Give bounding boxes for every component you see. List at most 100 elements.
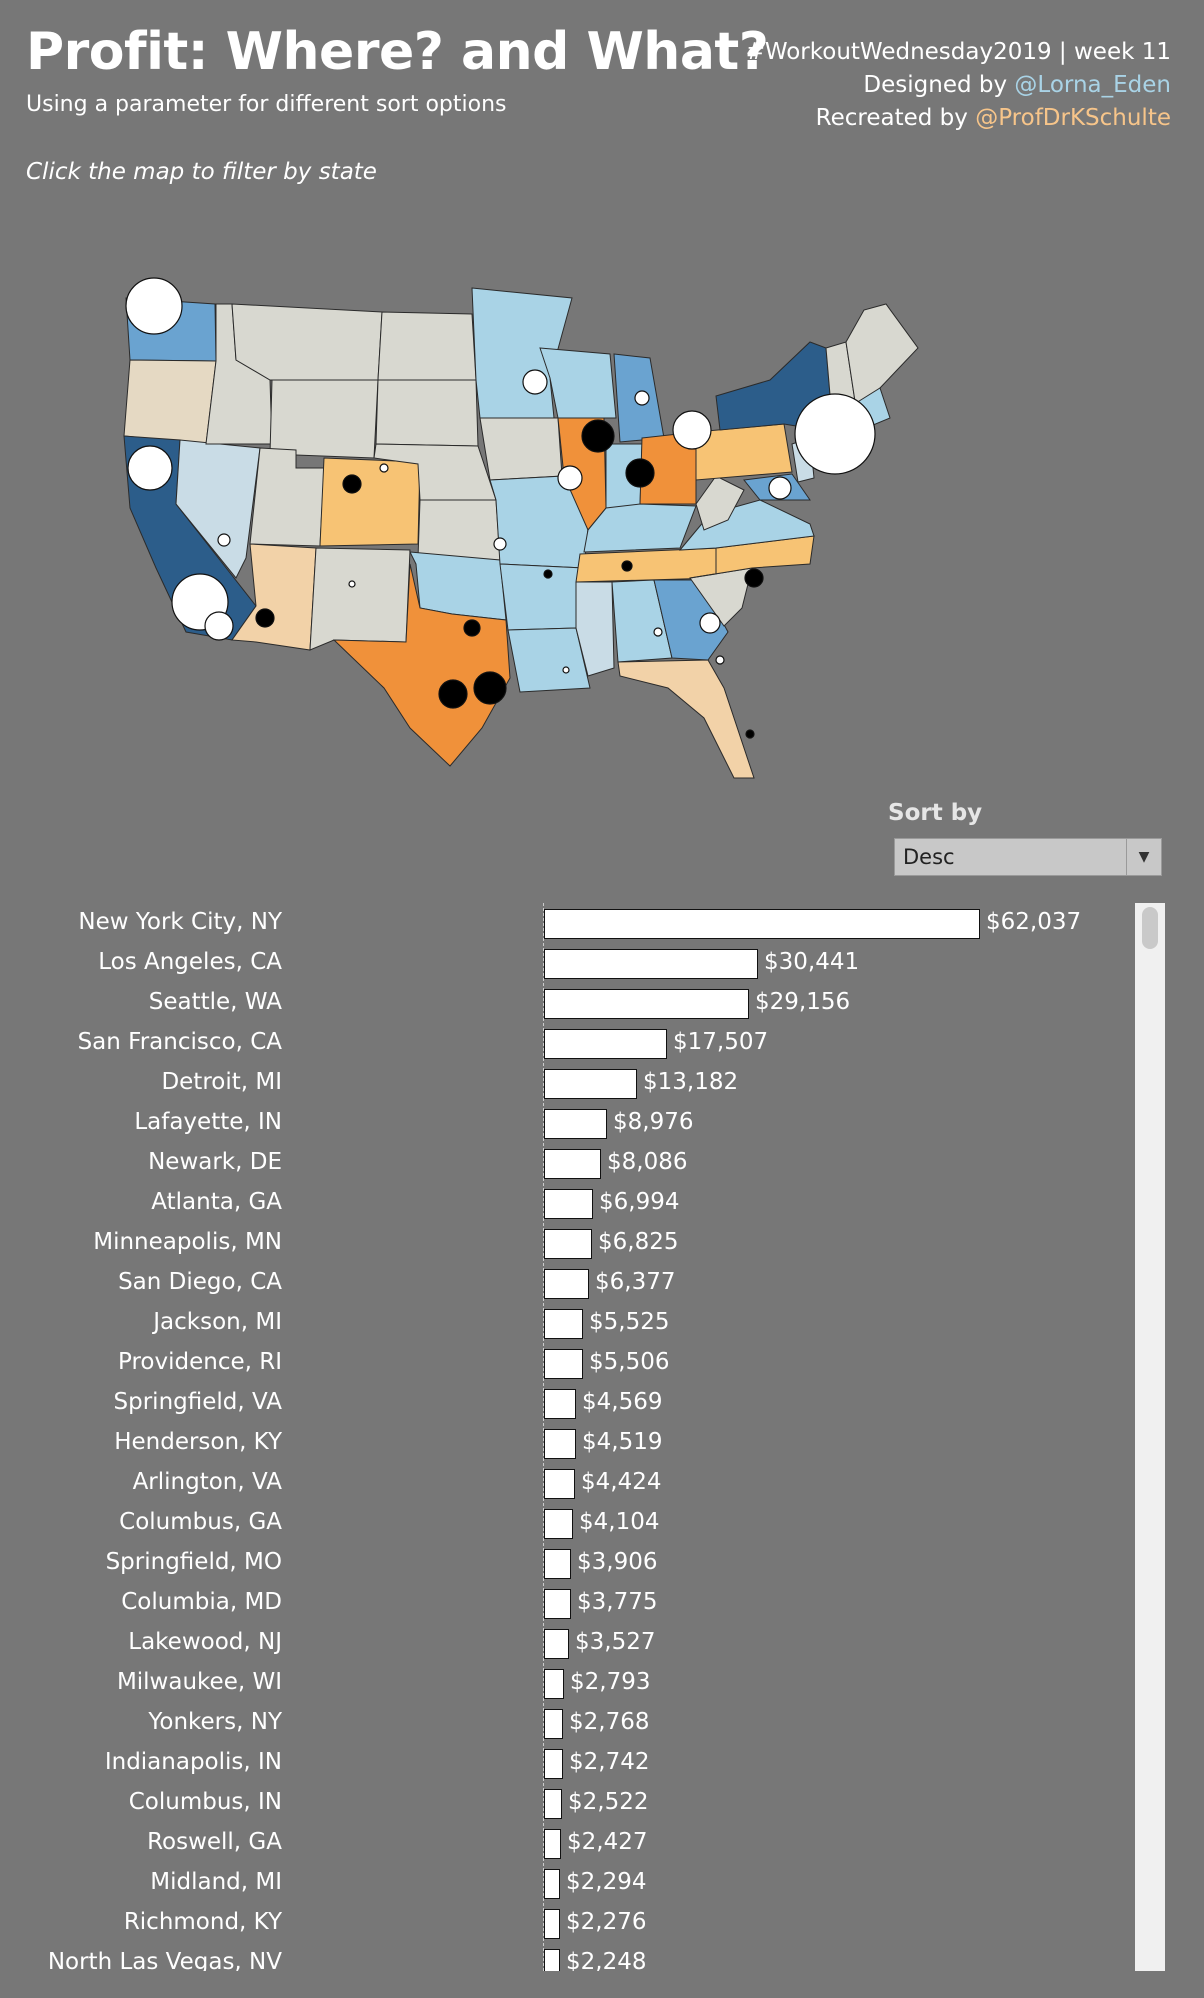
bar-value-label: $4,519 — [582, 1429, 663, 1455]
city-marker-midland — [715, 655, 725, 665]
profit-bar[interactable] — [544, 1629, 569, 1659]
profit-bar[interactable] — [544, 1069, 637, 1099]
bar-city-label: Columbus, IN — [128, 1789, 282, 1815]
bar-city-label: Columbus, GA — [119, 1509, 282, 1535]
bar-row[interactable]: Richmond, KY $2,276 — [0, 1903, 1150, 1943]
bar-city-label: Milwaukee, WI — [116, 1669, 282, 1695]
profit-bar[interactable] — [544, 1469, 575, 1499]
bar-city-label: Henderson, KY — [114, 1429, 282, 1455]
scrollbar[interactable] — [1135, 903, 1165, 1971]
bar-row[interactable]: Providence, RI $5,506 — [0, 1343, 1150, 1383]
profit-bar[interactable] — [544, 1349, 583, 1379]
bar-row[interactable]: Indianapolis, IN $2,742 — [0, 1743, 1150, 1783]
sort-dropdown-value[interactable]: Desc — [903, 845, 955, 869]
bar-row[interactable]: Atlanta, GA $6,994 — [0, 1183, 1150, 1223]
bar-row[interactable]: Henderson, KY $4,519 — [0, 1423, 1150, 1463]
bar-value-label: $62,037 — [986, 909, 1082, 935]
profit-bar[interactable] — [544, 949, 758, 979]
bar-row[interactable]: San Francisco, CA $17,507 — [0, 1023, 1150, 1063]
bar-row[interactable]: Columbus, GA $4,104 — [0, 1503, 1150, 1543]
bar-row[interactable]: Arlington, VA $4,424 — [0, 1463, 1150, 1503]
profit-bar[interactable] — [544, 1109, 607, 1139]
bar-row[interactable]: Milwaukee, WI $2,793 — [0, 1663, 1150, 1703]
state-shapes[interactable] — [123, 287, 919, 779]
profit-bar[interactable] — [544, 1509, 573, 1539]
bar-value-label: $17,507 — [673, 1029, 769, 1055]
city-marker-detroit — [672, 410, 712, 450]
city-marker-denver — [342, 474, 362, 494]
profit-bar[interactable] — [544, 1749, 563, 1779]
profit-bar[interactable] — [544, 1829, 561, 1859]
bar-city-label: San Francisco, CA — [77, 1029, 282, 1055]
bar-row[interactable]: Detroit, MI $13,182 — [0, 1063, 1150, 1103]
bar-row[interactable]: Columbia, MD $3,775 — [0, 1583, 1150, 1623]
scroll-thumb[interactable] — [1142, 907, 1158, 949]
city-marker-nashville — [621, 560, 633, 572]
profit-bar[interactable] — [544, 909, 980, 939]
bar-row[interactable]: Columbus, IN $2,522 — [0, 1783, 1150, 1823]
profit-bar[interactable] — [544, 1549, 571, 1579]
profit-bar[interactable] — [544, 1389, 576, 1419]
bar-value-label: $4,424 — [581, 1469, 662, 1495]
profit-bar[interactable] — [544, 1309, 583, 1339]
bar-row[interactable]: Roswell, GA $2,427 — [0, 1823, 1150, 1863]
profit-bar[interactable] — [544, 1709, 563, 1739]
profit-bar[interactable] — [544, 1149, 601, 1179]
bar-row[interactable]: Seattle, WA $29,156 — [0, 983, 1150, 1023]
bar-row[interactable]: North Las Vegas, NV $2,248 — [0, 1943, 1150, 1971]
credit-designed: Designed by @Lorna_Eden — [863, 72, 1171, 98]
bar-value-label: $2,768 — [569, 1709, 650, 1735]
state-MS — [575, 581, 615, 677]
chevron-down-icon[interactable]: ▼ — [1126, 839, 1161, 875]
bar-city-label: Richmond, KY — [123, 1909, 282, 1935]
recreator-link[interactable]: @ProfDrKSchulte — [975, 105, 1171, 131]
city-marker-jacksonville — [745, 729, 755, 739]
bar-row[interactable]: Springfield, MO $3,906 — [0, 1543, 1150, 1583]
bar-value-label: $2,248 — [566, 1949, 647, 1971]
profit-bar[interactable] — [544, 1189, 593, 1219]
bar-row[interactable]: Midland, MI $2,294 — [0, 1863, 1150, 1903]
profit-bar[interactable] — [544, 1589, 571, 1619]
profit-bar[interactable] — [544, 1269, 589, 1299]
bar-row[interactable]: Yonkers, NY $2,768 — [0, 1703, 1150, 1743]
profit-bar[interactable] — [544, 1949, 560, 1971]
bar-value-label: $4,569 — [582, 1389, 663, 1415]
us-profit-map[interactable] — [120, 268, 1060, 788]
bar-value-label: $3,906 — [577, 1549, 658, 1575]
bar-row[interactable]: Minneapolis, MN $6,825 — [0, 1223, 1150, 1263]
bar-row[interactable]: Los Angeles, CA $30,441 — [0, 943, 1150, 983]
bar-row[interactable]: New York City, NY $62,037 — [0, 903, 1150, 943]
bar-city-label: Arlington, VA — [132, 1469, 282, 1495]
profit-bar-chart[interactable]: New York City, NY $62,037 Los Angeles, CA $… — [0, 903, 1204, 1971]
city-marker-new-york — [794, 393, 876, 475]
profit-bar[interactable] — [544, 1789, 562, 1819]
profit-bar[interactable] — [544, 1029, 667, 1059]
city-markers[interactable] — [125, 277, 876, 739]
bar-row[interactable]: Springfield, VA $4,569 — [0, 1383, 1150, 1423]
bar-row[interactable]: Jackson, MI $5,525 — [0, 1303, 1150, 1343]
state-AR — [499, 563, 585, 631]
city-marker-lakewood — [379, 463, 389, 473]
bar-city-label: Minneapolis, MN — [93, 1229, 282, 1255]
us-map-svg[interactable] — [120, 268, 1060, 788]
city-marker-philadelphia — [581, 419, 615, 453]
profit-bar[interactable] — [544, 1429, 576, 1459]
profit-bar[interactable] — [544, 1869, 560, 1899]
state-TX — [332, 563, 511, 767]
state-UT — [249, 447, 325, 547]
bar-city-label: Yonkers, NY — [148, 1709, 282, 1735]
profit-bar[interactable] — [544, 1229, 592, 1259]
sort-dropdown[interactable]: Desc ▼ — [894, 838, 1162, 876]
designer-link[interactable]: @Lorna_Eden — [1014, 72, 1171, 98]
profit-bar[interactable] — [544, 1669, 564, 1699]
bar-city-label: San Diego, CA — [118, 1269, 282, 1295]
bar-row[interactable]: Lafayette, IN $8,976 — [0, 1103, 1150, 1143]
state-ND — [377, 311, 477, 381]
bar-row[interactable]: Lakewood, NJ $3,527 — [0, 1623, 1150, 1663]
bar-row[interactable]: San Diego, CA $6,377 — [0, 1263, 1150, 1303]
bar-row[interactable]: Newark, DE $8,086 — [0, 1143, 1150, 1183]
bar-value-label: $13,182 — [643, 1069, 739, 1095]
profit-bar[interactable] — [544, 989, 749, 1019]
bar-value-label: $2,742 — [569, 1749, 650, 1775]
profit-bar[interactable] — [544, 1909, 560, 1939]
